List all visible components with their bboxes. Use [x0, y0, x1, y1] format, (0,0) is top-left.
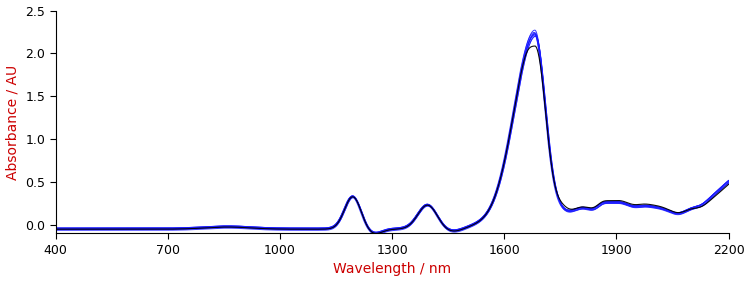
- X-axis label: Wavelength / nm: Wavelength / nm: [333, 263, 451, 276]
- Y-axis label: Absorbance / AU: Absorbance / AU: [5, 65, 20, 180]
